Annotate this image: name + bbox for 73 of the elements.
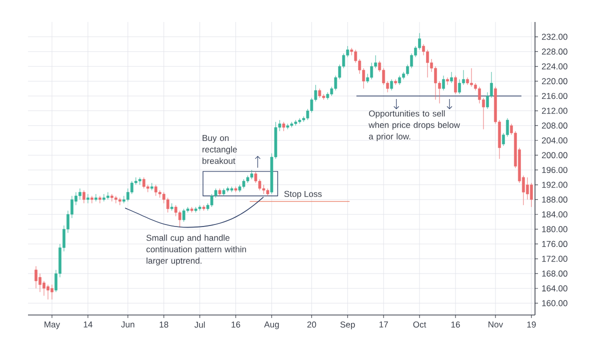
x-tick-label: 16 xyxy=(451,322,460,328)
x-tick-label: Jul xyxy=(194,322,205,328)
candlestick xyxy=(242,178,246,189)
y-tick-label: 224.00 xyxy=(542,63,568,70)
candlestick xyxy=(154,184,158,196)
y-tick-label: 168.00 xyxy=(542,270,568,277)
legend-label: Opportunities to sell when price drops below a prior low. xyxy=(368,110,460,142)
x-tick-label: Nov xyxy=(488,322,504,328)
annotation: Small cup and handle continuation pattern within larger uptrend. xyxy=(146,234,246,266)
candlestick xyxy=(526,177,529,200)
y-tick-label: 192.00 xyxy=(542,182,568,188)
x-tick-label: Sep xyxy=(340,322,355,330)
y-tick-label: 232.00 xyxy=(542,34,568,40)
annotation: Buy on rectangle breakout xyxy=(202,135,237,164)
candlestick xyxy=(42,280,46,296)
y-tick-label: 160.00 xyxy=(542,300,568,306)
y-tick-label: 200.00 xyxy=(542,152,568,158)
candlestick xyxy=(262,184,266,194)
y-tick-label: 204.00 xyxy=(542,137,568,144)
candlestick xyxy=(82,190,86,204)
candlestick xyxy=(174,204,178,216)
y-tick-label: 216.00 xyxy=(542,92,568,100)
candlestick xyxy=(446,77,449,86)
y-tick-label: 212.00 xyxy=(542,108,568,114)
candlestick xyxy=(442,75,445,91)
y-tick-label: 188.00 xyxy=(542,196,568,203)
y-tick-label: 208.00 xyxy=(542,122,568,129)
y-tick-label: 176.00 xyxy=(542,240,568,247)
candlestick xyxy=(390,79,393,91)
y-tick-label: 184.00 xyxy=(542,211,568,218)
x-tick-label: 17 xyxy=(379,322,388,328)
y-tick-label: 164.00 xyxy=(542,285,568,292)
candlestick xyxy=(426,49,429,78)
x-tick-label: 18 xyxy=(160,322,168,328)
y-tick-label: 180.00 xyxy=(542,226,568,232)
candlestick xyxy=(458,79,461,94)
candlestick xyxy=(454,75,457,94)
x-tick-label: 14 xyxy=(84,322,92,328)
candlestick xyxy=(50,284,54,300)
candlestick xyxy=(178,210,182,228)
x-tick-label: Oct xyxy=(413,322,426,328)
candlestick xyxy=(46,284,50,300)
candlestick xyxy=(450,72,453,84)
candlestick xyxy=(34,266,38,289)
x-tick-label: 20 xyxy=(307,322,316,328)
x-tick-label: Jun xyxy=(121,322,134,328)
candlestick xyxy=(78,188,82,200)
x-tick-label: Aug xyxy=(264,322,279,330)
ref-line-label: Stop Loss xyxy=(284,190,322,199)
candlestick xyxy=(370,62,374,80)
y-tick-label: 228.00 xyxy=(542,48,568,55)
candlestick xyxy=(182,208,186,222)
candlestick xyxy=(470,68,473,87)
y-tick-label: 196.00 xyxy=(542,166,568,174)
candlestick xyxy=(86,194,90,204)
candlestick xyxy=(282,122,286,132)
candlestick xyxy=(398,75,401,86)
candlestick xyxy=(434,66,437,100)
x-tick-label: 16 xyxy=(232,322,240,328)
candlestick xyxy=(142,177,146,189)
y-tick-label: 220.00 xyxy=(542,78,568,84)
x-tick-label: May xyxy=(44,322,60,330)
candlestick xyxy=(210,194,214,208)
candlestick xyxy=(530,182,533,208)
y-tick-label: 172.00 xyxy=(542,256,568,262)
candlestick xyxy=(478,86,481,104)
x-tick-label: 19 xyxy=(527,322,536,328)
candlestick xyxy=(250,170,254,180)
candlestick xyxy=(166,197,170,213)
candlestick xyxy=(394,79,397,86)
candlestick xyxy=(90,196,94,204)
candlestick xyxy=(318,88,322,98)
candlestick xyxy=(38,273,42,292)
